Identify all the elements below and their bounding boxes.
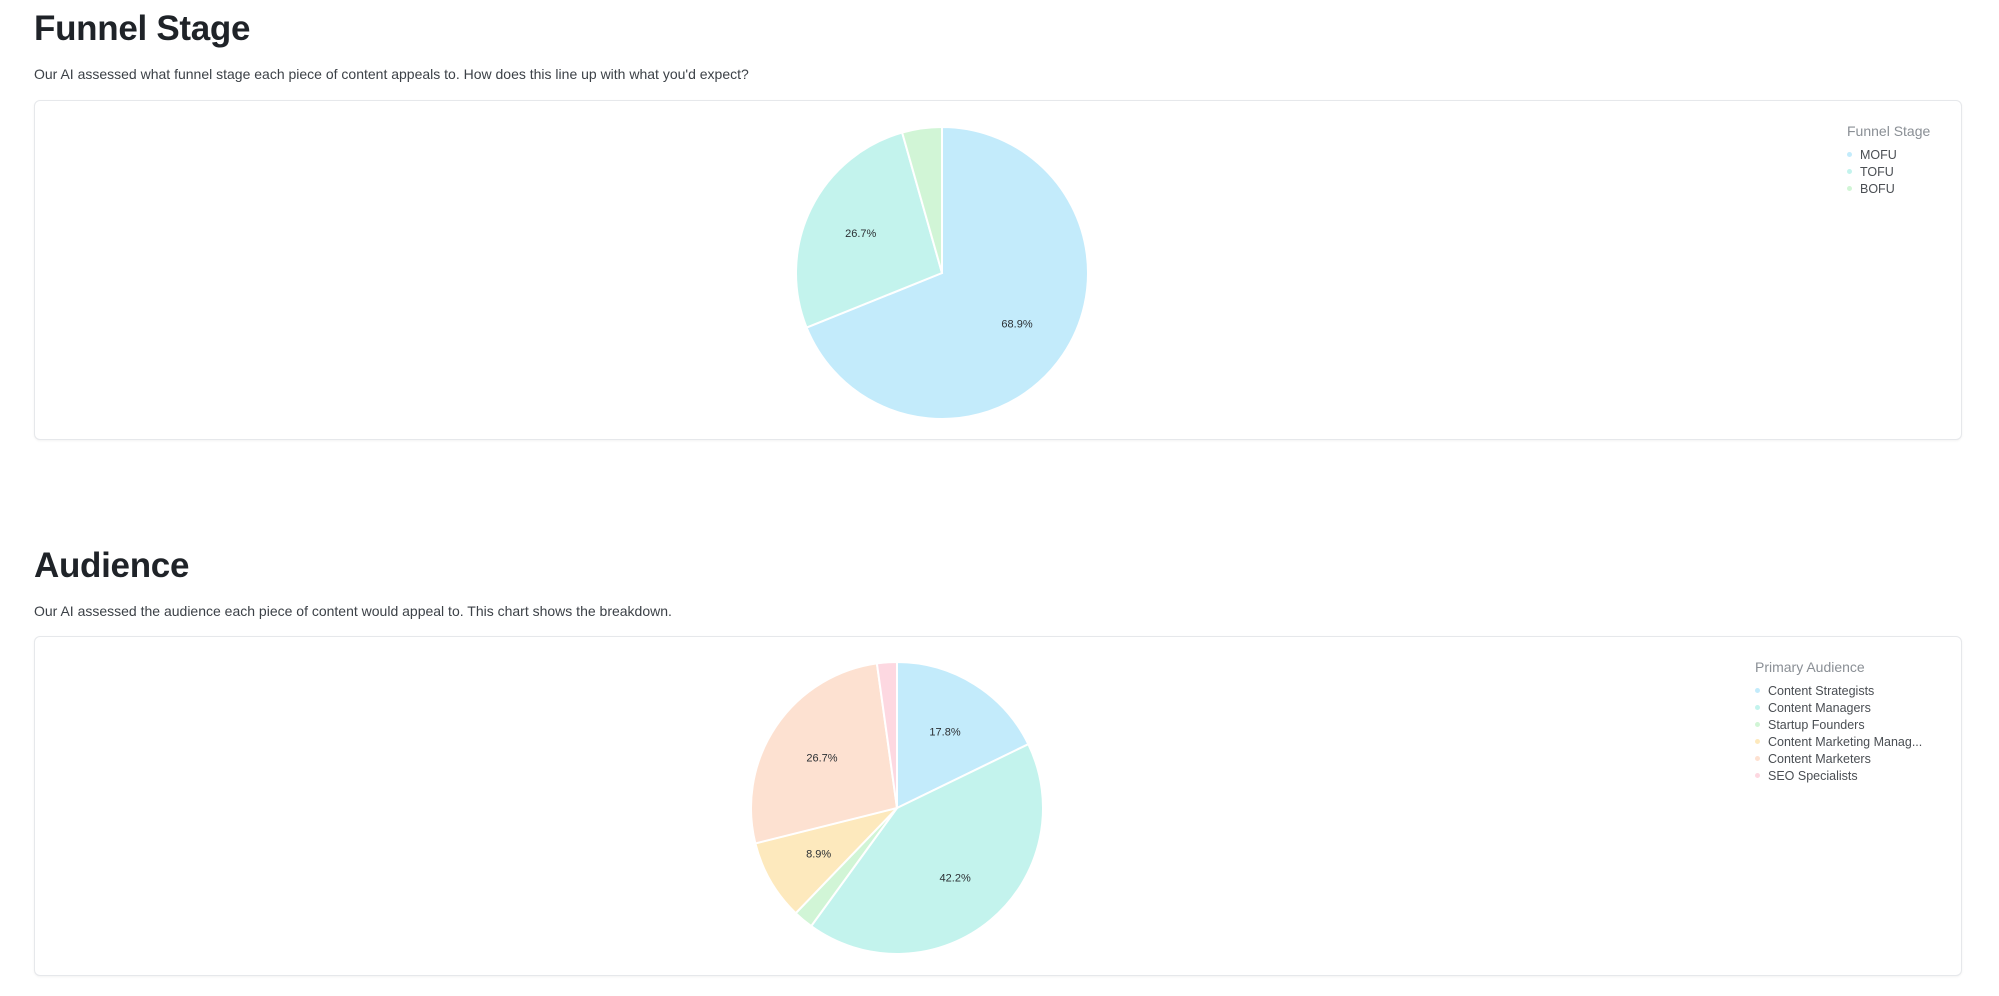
legend-dot-icon bbox=[1755, 756, 1760, 761]
legend-dot-icon bbox=[1847, 186, 1852, 191]
legend-label: SEO Specialists bbox=[1768, 768, 1858, 783]
pie-slice-tofu[interactable] bbox=[795, 131, 944, 329]
pie-slice-content-strategists[interactable] bbox=[896, 660, 1030, 810]
legend-dot-icon bbox=[1755, 722, 1760, 727]
legend-label: Content Strategists bbox=[1768, 683, 1875, 698]
pie-slice-label: 42.2% bbox=[940, 872, 971, 884]
pie-slice-label: 8.9% bbox=[806, 848, 831, 860]
legend-title: Funnel Stage bbox=[1847, 123, 1931, 139]
legend-label: Content Marketing Manag... bbox=[1768, 734, 1923, 749]
legend-dot-icon bbox=[1755, 688, 1760, 693]
section-description: Our AI assessed the audience each piece … bbox=[34, 603, 672, 619]
legend-item[interactable]: TOFU bbox=[1847, 163, 1930, 180]
audience-pie-chart: 17.8% 42.2% 8.9% 26.7% bbox=[750, 660, 1044, 955]
legend-item[interactable]: Startup Founders bbox=[1755, 716, 1922, 733]
chart-card: 68.9% 26.7% Funnel Stage MOFU TOFU BOFU bbox=[34, 100, 1962, 440]
pie-slice-label: 68.9% bbox=[1001, 319, 1032, 331]
section-title: Funnel Stage bbox=[34, 9, 251, 48]
audience-section: Audience Our AI assessed the audience ea… bbox=[34, 537, 1964, 976]
legend-item[interactable]: Content Strategists bbox=[1755, 682, 1922, 699]
pie-slice-mofu[interactable] bbox=[805, 125, 1089, 420]
chart-legend: Funnel Stage MOFU TOFU BOFU bbox=[1847, 123, 1930, 197]
pie-slice-seo-specialists[interactable] bbox=[875, 660, 898, 809]
legend-item[interactable]: BOFU bbox=[1847, 180, 1930, 197]
legend-label: Content Marketers bbox=[1768, 751, 1871, 766]
legend-item[interactable]: SEO Specialists bbox=[1755, 767, 1922, 784]
legend-dot-icon bbox=[1755, 705, 1760, 710]
legend-item[interactable]: Content Managers bbox=[1755, 699, 1922, 716]
funnel-stage-section: Funnel Stage Our AI assessed what funnel… bbox=[34, 0, 1964, 440]
legend-item[interactable]: Content Marketers bbox=[1755, 750, 1922, 767]
legend-dot-icon bbox=[1847, 152, 1852, 157]
legend-label: Content Managers bbox=[1768, 700, 1871, 715]
pie-slice-content-marketers[interactable] bbox=[750, 662, 899, 845]
pie-slice-label: 26.7% bbox=[845, 228, 876, 240]
chart-legend: Primary Audience Content Strategists Cont… bbox=[1755, 659, 1922, 784]
funnel-pie-chart: 68.9% 26.7% bbox=[795, 125, 1089, 420]
pie-slice-label: 17.8% bbox=[929, 726, 960, 738]
legend-item[interactable]: Content Marketing Manag... bbox=[1755, 733, 1922, 750]
legend-dot-icon bbox=[1755, 739, 1760, 744]
legend-items: Content Strategists Content Managers Start… bbox=[1755, 682, 1922, 784]
pie-slice-content-managers[interactable] bbox=[809, 742, 1044, 955]
legend-items: MOFU TOFU BOFU bbox=[1847, 146, 1930, 197]
legend-title: Primary Audience bbox=[1755, 659, 1865, 675]
section-title: Audience bbox=[34, 546, 190, 585]
section-description: Our AI assessed what funnel stage each p… bbox=[34, 66, 749, 82]
legend-label: MOFU bbox=[1860, 147, 1897, 162]
pie-slice-content-marketing-manag[interactable] bbox=[754, 806, 901, 915]
chart-card: 17.8% 42.2% 8.9% 26.7% Primary Audience Con… bbox=[34, 636, 1962, 976]
legend-label: Startup Founders bbox=[1768, 717, 1865, 732]
legend-label: BOFU bbox=[1860, 181, 1895, 196]
legend-dot-icon bbox=[1755, 773, 1760, 778]
legend-item[interactable]: MOFU bbox=[1847, 146, 1930, 163]
pie-slice-bofu[interactable] bbox=[900, 125, 943, 274]
legend-dot-icon bbox=[1847, 169, 1852, 174]
legend-label: TOFU bbox=[1860, 164, 1894, 179]
pie-slice-label: 26.7% bbox=[806, 752, 837, 764]
